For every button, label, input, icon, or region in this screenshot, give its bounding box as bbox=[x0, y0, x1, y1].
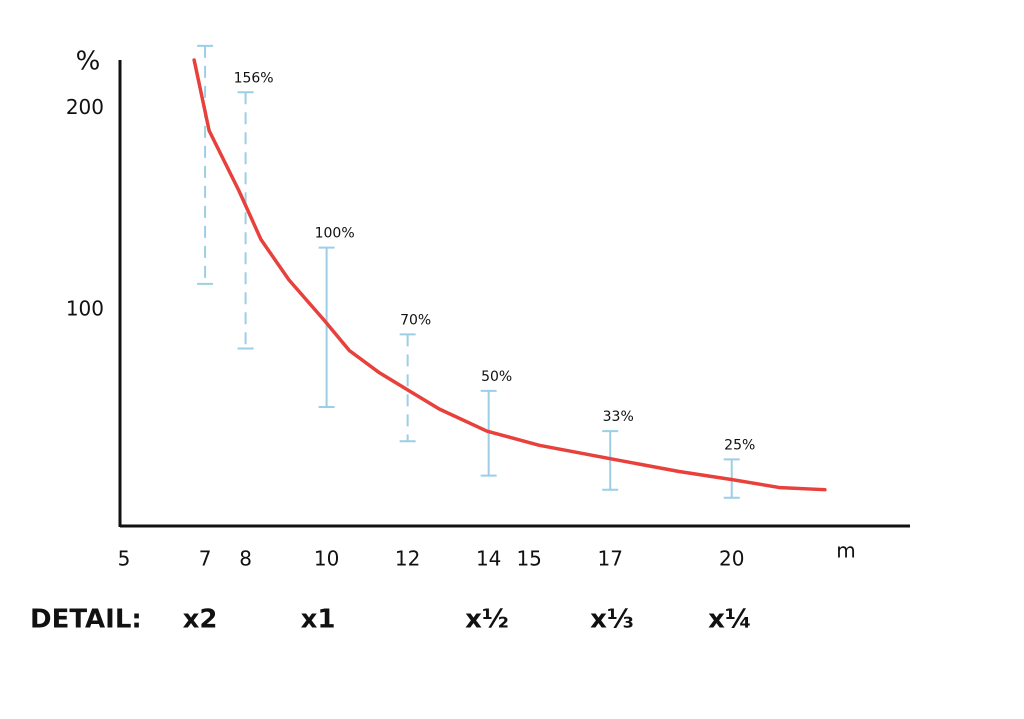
x-tick-label: 15 bbox=[516, 547, 541, 571]
detail-factor: x½ bbox=[465, 605, 509, 635]
detail-factor: x¼ bbox=[708, 605, 752, 635]
detail-factor: x1 bbox=[301, 605, 336, 635]
y-tick-label: 200 bbox=[66, 95, 104, 119]
error-bar-label: 33% bbox=[603, 409, 634, 425]
x-tick-label: 20 bbox=[719, 547, 744, 571]
detail-factor: x⅓ bbox=[590, 605, 634, 635]
error-bar-label: 25% bbox=[724, 437, 755, 453]
x-tick-label: 17 bbox=[597, 547, 622, 571]
x-tick-label: 14 bbox=[476, 547, 501, 571]
x-tick-label: 7 bbox=[199, 547, 212, 571]
detail-label: DETAIL: bbox=[30, 605, 142, 635]
x-tick-label: 5 bbox=[118, 547, 131, 571]
x-axis-label: m bbox=[836, 539, 855, 563]
error-bar-label: 70% bbox=[400, 312, 431, 328]
y-axis-label: % bbox=[76, 47, 101, 77]
x-tick-label: 8 bbox=[239, 547, 252, 571]
error-bar bbox=[399, 333, 416, 443]
detail-factor: x2 bbox=[183, 605, 218, 635]
error-bar-label: 50% bbox=[481, 369, 512, 385]
error-bar bbox=[197, 44, 214, 285]
y-tick-label: 100 bbox=[66, 297, 104, 321]
error-bar bbox=[318, 246, 335, 408]
error-bar bbox=[237, 91, 254, 350]
error-bar-label: 156% bbox=[234, 70, 274, 86]
line bbox=[192, 58, 827, 492]
error-bar-label: 100% bbox=[315, 226, 355, 242]
x-tick-label: 12 bbox=[395, 547, 420, 571]
x-tick-label: 10 bbox=[314, 547, 339, 571]
